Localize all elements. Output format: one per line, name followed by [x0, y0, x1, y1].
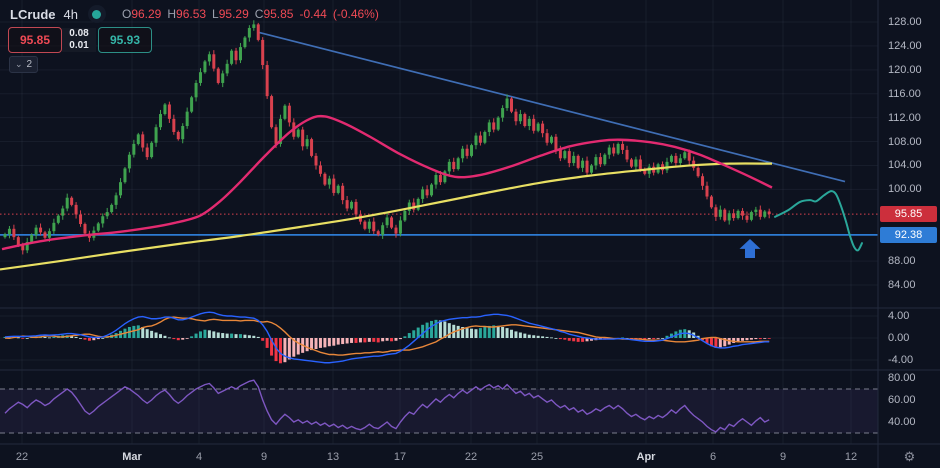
price-axis-label: 128.00 [888, 16, 922, 28]
symbol-name[interactable]: LCrude [10, 6, 56, 22]
time-axis-label: Apr [636, 450, 656, 463]
price-axis-label: 124.00 [888, 39, 922, 52]
time-axis-label: Mar [122, 450, 142, 463]
fast-ma-line[interactable] [1, 114, 773, 251]
rsi-axis-label: 40.00 [888, 416, 916, 428]
spread-top-value: 0.08 [69, 28, 89, 39]
price-axis-label: 84.00 [888, 278, 916, 291]
price-axis-label: 116.00 [888, 87, 921, 100]
high-value: 96.53 [176, 7, 207, 21]
level-price-badge: 92.38 [880, 226, 937, 243]
price-axis-label: 108.00 [888, 135, 922, 148]
time-axis-label: 9 [260, 450, 268, 463]
time-axis-label: 22 [15, 450, 29, 463]
time-axis-label: 13 [326, 450, 340, 463]
quote-panel: 95.85 0.08 0.01 95.93 [8, 27, 152, 53]
open-label: O [121, 7, 132, 21]
time-axis-label: 17 [393, 450, 407, 463]
macd-line [4, 311, 770, 364]
axis-settings-corner: ⚙ [879, 445, 940, 468]
change-percent: (-0.46%) [332, 7, 379, 21]
rsi-pane [0, 379, 878, 434]
macd-axis-label: 4.00 [888, 310, 910, 322]
macd-pane [3, 311, 771, 364]
symbol-legend: LCrude 4h O96.29 H96.53 L95.29 C95.85 -0… [10, 5, 379, 23]
macd-axis-label: -4.00 [888, 354, 914, 366]
price-axis-label: 120.00 [888, 63, 922, 76]
chevron-down-icon: ⌄ [15, 59, 23, 69]
low-value: 95.29 [218, 7, 249, 21]
candlestick-layer [3, 20, 771, 255]
projection-path[interactable] [774, 190, 863, 252]
slow-ma-line[interactable] [0, 162, 773, 271]
price-axis-label: 88.00 [888, 255, 916, 268]
low-label: L [212, 7, 219, 21]
change-value: -0.44 [299, 7, 327, 21]
spread-display: 0.08 0.01 [62, 28, 96, 52]
time-axis-label: 12 [844, 450, 858, 463]
macd-signal-line [4, 316, 770, 356]
spread-bottom-value: 0.01 [69, 40, 89, 51]
price-axis[interactable]: 95.85 92.38 128.00 124.00 120.00 116.00 112.… [879, 0, 940, 444]
interval-label[interactable]: 4h [63, 6, 78, 22]
gridlines [0, 0, 878, 444]
collapse-indicators-chip[interactable]: ⌄ 2 [9, 56, 39, 73]
rsi-axis-label: 60.00 [888, 394, 916, 406]
rsi-axis-label: 80.00 [888, 372, 916, 384]
buy-button[interactable]: 95.93 [98, 27, 152, 53]
time-axis-label: 22 [464, 450, 478, 463]
close-label: C [254, 7, 264, 21]
time-axis[interactable]: 22 Mar 4 9 13 17 22 25 Apr 6 9 12 [0, 445, 878, 468]
up-arrow-marker[interactable] [739, 239, 761, 258]
time-axis-label: 6 [709, 450, 717, 463]
time-axis-label: 25 [530, 450, 544, 463]
price-axis-label: 104.00 [888, 159, 922, 172]
time-axis-label: 4 [195, 450, 203, 463]
open-value: 96.29 [131, 7, 162, 21]
last-price-badge: 95.85 [880, 206, 937, 223]
collapsed-count: 2 [26, 59, 33, 70]
time-axis-label: 9 [779, 450, 787, 463]
close-value: 95.85 [263, 7, 294, 21]
ohlc-values: O96.29 H96.53 L95.29 C95.85 -0.44 (-0.46… [122, 7, 379, 21]
price-axis-label: 100.00 [888, 183, 922, 196]
descending-trendline[interactable] [257, 31, 846, 183]
macd-axis-label: 0.00 [888, 332, 910, 344]
sell-button[interactable]: 95.85 [8, 27, 62, 53]
rsi-line [4, 379, 770, 433]
gear-icon[interactable]: ⚙ [903, 448, 916, 464]
market-status-chip[interactable] [87, 5, 106, 23]
price-axis-label: 112.00 [888, 111, 921, 124]
high-label: H [167, 7, 177, 21]
market-status-icon [92, 9, 102, 19]
